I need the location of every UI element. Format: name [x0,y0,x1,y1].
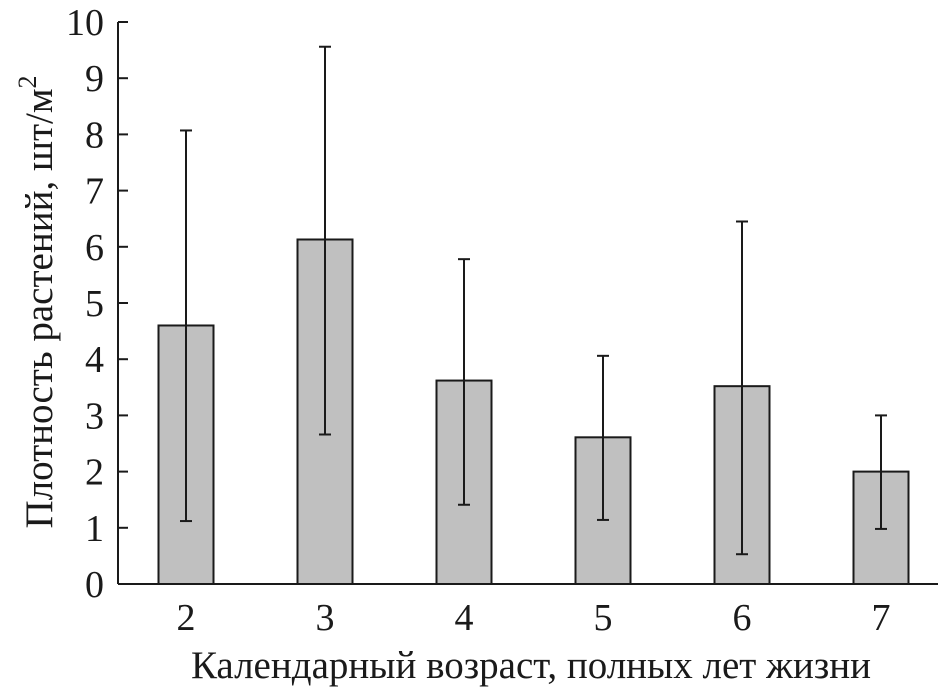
y-tick-label: 1 [85,508,104,550]
y-tick-label: 8 [85,114,104,156]
x-tick-label: 5 [594,597,613,639]
y-tick-label: 3 [85,395,104,437]
x-tick-label: 3 [316,597,335,639]
x-tick-label: 6 [733,597,752,639]
y-axis-title: Плотность растений, шт/м2 [13,75,61,528]
y-tick-label: 2 [85,452,104,494]
y-tick-label: 7 [85,171,104,213]
y-tick-label: 6 [85,227,104,269]
y-tick-label: 4 [85,339,104,381]
x-axis-ticks: 2 3 4 5 6 7 [177,597,891,639]
y-tick-label: 9 [85,58,104,100]
error-bars [180,45,887,556]
y-tick-label: 10 [66,2,104,44]
x-tick-label: 4 [455,597,474,639]
y-axis-title-text: Плотность растений, шт/м [18,88,61,528]
x-tick-label: 2 [177,597,196,639]
y-tick-label: 5 [85,283,104,325]
y-axis-ticks: 0 1 2 3 4 5 6 7 8 9 10 [66,2,128,606]
bars [157,238,910,586]
x-tick-label: 7 [872,597,891,639]
x-axis-title: Календарный возраст, полных лет жизни [191,644,871,687]
y-tick-label: 0 [85,564,104,606]
y-axis-title-superscript: 2 [13,75,42,88]
